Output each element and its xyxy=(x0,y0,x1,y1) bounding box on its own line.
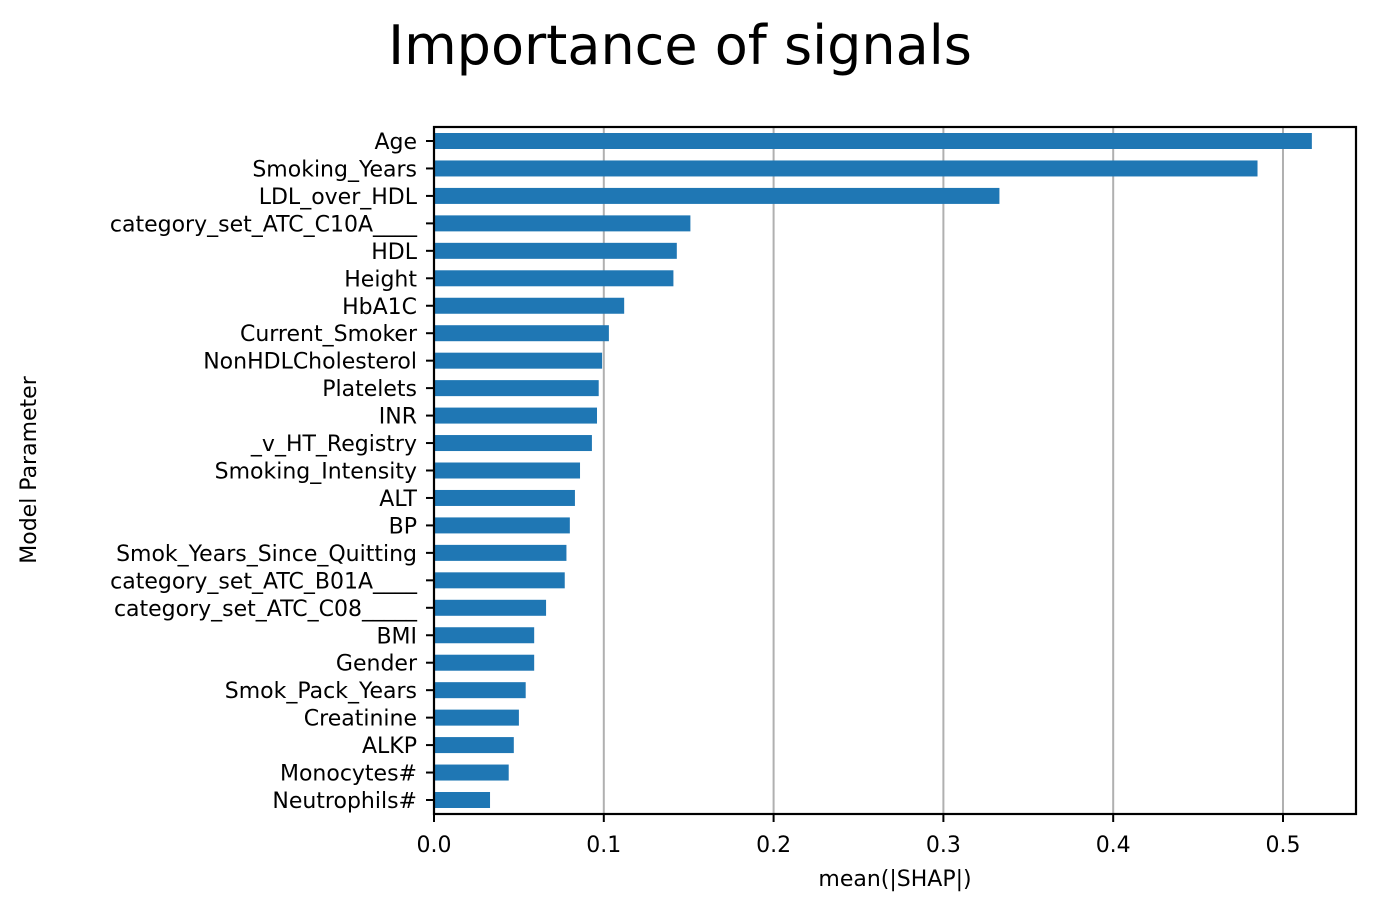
y-tick-label: Neutrophils# xyxy=(272,789,417,814)
bar xyxy=(434,325,609,342)
y-tick-label: Platelets xyxy=(322,377,417,402)
bar xyxy=(434,682,526,699)
y-tick-label: Monocytes# xyxy=(280,762,417,787)
bar xyxy=(434,297,625,314)
y-axis-label: Model Parameter xyxy=(17,375,42,563)
bar xyxy=(434,627,535,644)
y-tick-label: Smoking_Intensity xyxy=(215,460,417,485)
y-tick-label: Smoking_Years xyxy=(252,157,417,182)
bars xyxy=(434,133,1312,808)
y-tick-label: BMI xyxy=(376,624,417,649)
y-tick-label: Age xyxy=(374,130,417,155)
y-tick-label: ALT xyxy=(379,487,417,512)
bar xyxy=(434,187,1000,204)
x-axis-ticks: 0.0 0.1 0.2 0.3 0.4 0.5 xyxy=(417,814,1300,858)
bar xyxy=(434,709,519,726)
y-tick-label: INR xyxy=(379,405,417,430)
y-tick-label: Gender xyxy=(336,652,418,677)
bar xyxy=(434,380,599,397)
bar xyxy=(434,517,570,534)
x-axis-label: mean(|SHAP|) xyxy=(818,867,971,892)
x-tick-label: 0.4 xyxy=(1096,833,1131,858)
bar xyxy=(434,792,491,808)
bar xyxy=(434,654,535,671)
bar xyxy=(434,435,592,452)
y-axis-ticks: AgeSmoking_YearsLDL_over_HDLcategory_set… xyxy=(110,130,434,814)
y-tick-label: LDL_over_HDL xyxy=(259,185,418,210)
x-tick-label: 0.2 xyxy=(756,833,791,858)
bar xyxy=(434,489,575,506)
bar xyxy=(434,242,677,259)
chart-title: Importance of signals xyxy=(388,14,972,77)
bar xyxy=(434,599,547,616)
bar xyxy=(434,764,509,781)
x-tick-label: 0.3 xyxy=(926,833,961,858)
bar xyxy=(434,160,1258,177)
y-tick-label: HDL xyxy=(371,240,417,265)
y-tick-label: ALKP xyxy=(362,734,417,759)
x-tick-label: 0.5 xyxy=(1265,833,1300,858)
bar xyxy=(434,544,567,561)
y-tick-label: Smok_Pack_Years xyxy=(225,679,417,704)
bar xyxy=(434,737,514,754)
bar xyxy=(434,133,1312,149)
bar xyxy=(434,270,674,287)
y-tick-label: category_set_ATC_C08_____ xyxy=(114,597,418,622)
x-tick-label: 0.0 xyxy=(417,833,452,858)
y-tick-label: NonHDLCholesterol xyxy=(203,350,417,375)
y-tick-label: BP xyxy=(389,514,417,539)
y-tick-label: category_set_ATC_C10A____ xyxy=(110,212,418,237)
y-tick-label: Current_Smoker xyxy=(240,322,418,347)
y-tick-label: Creatinine xyxy=(304,707,417,732)
bar xyxy=(434,407,598,424)
y-tick-label: Height xyxy=(344,267,417,292)
x-tick-label: 0.1 xyxy=(586,833,621,858)
gridlines xyxy=(602,127,1284,814)
y-tick-label: category_set_ATC_B01A____ xyxy=(110,569,418,594)
y-tick-label: _v_HT_Registry xyxy=(250,432,417,457)
bar xyxy=(434,352,603,369)
bar xyxy=(434,462,581,479)
bar xyxy=(434,215,691,232)
y-tick-label: HbA1C xyxy=(342,295,417,320)
y-tick-label: Smok_Years_Since_Quitting xyxy=(116,542,417,567)
bar xyxy=(434,572,565,589)
